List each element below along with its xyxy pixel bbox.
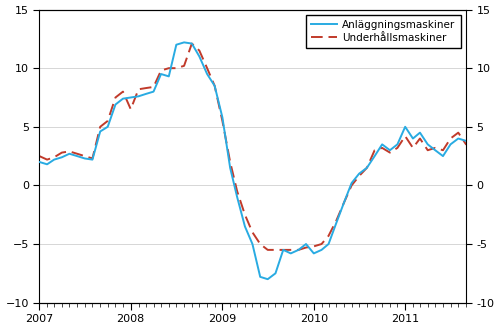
Legend: Anläggningsmaskiner, Underhållsmaskiner: Anläggningsmaskiner, Underhållsmaskiner [306,15,461,48]
Line: Underhållsmaskiner: Underhållsmaskiner [40,44,500,250]
Line: Anläggningsmaskiner: Anläggningsmaskiner [40,42,500,279]
